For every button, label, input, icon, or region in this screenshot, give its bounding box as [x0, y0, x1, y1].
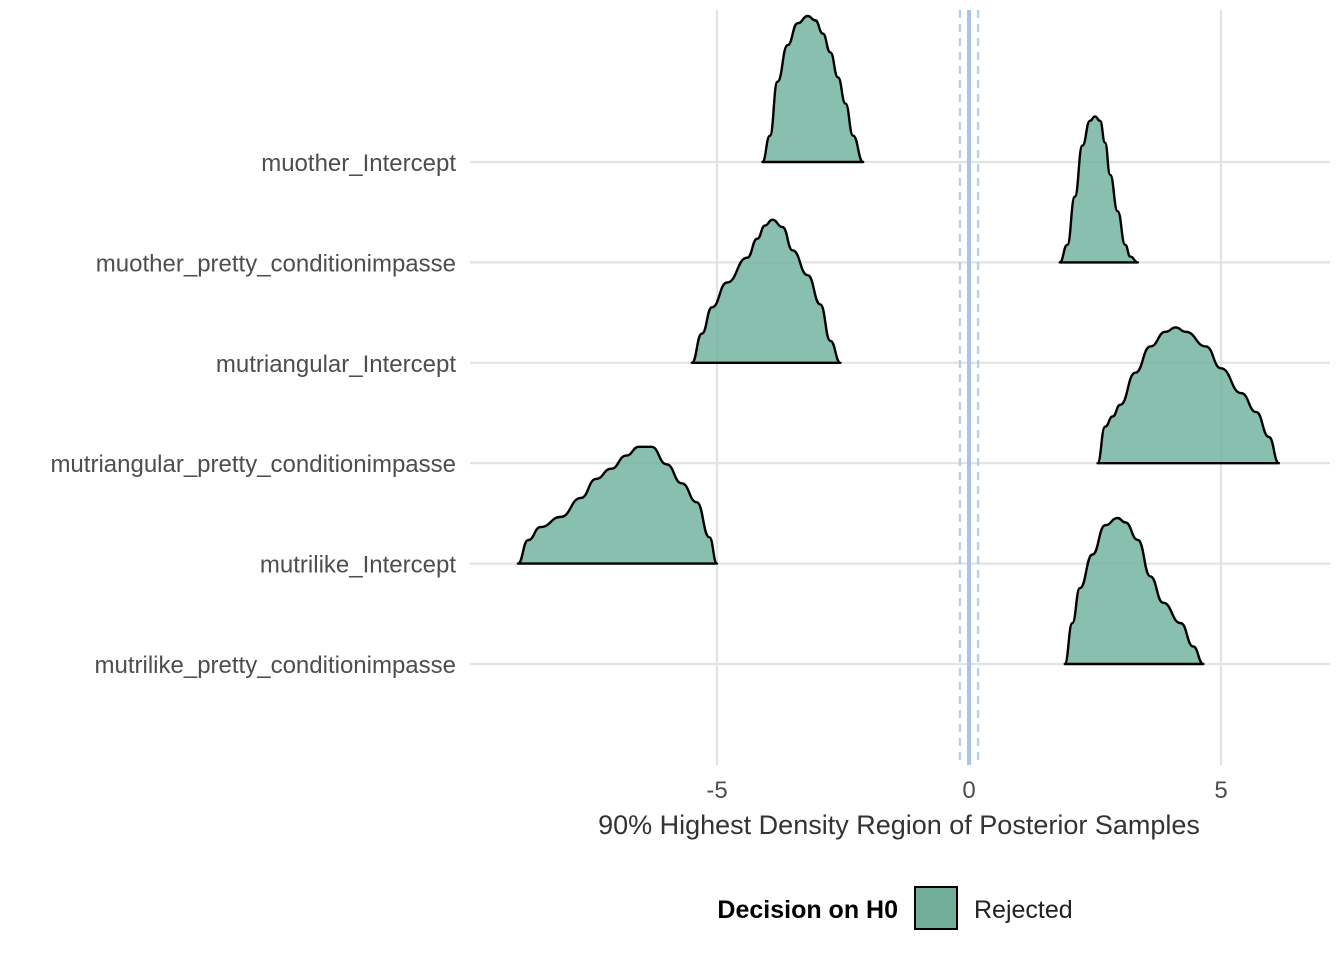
density-ridge-mutrilike_pretty_conditionimpasse	[1063, 516, 1205, 666]
density-ridges	[516, 14, 1281, 666]
y-tick-label-mutrilike_pretty_conditionimpasse: mutrilike_pretty_conditionimpasse	[95, 652, 457, 679]
x-axis-labels: -5 0 5	[706, 777, 1227, 804]
legend-label-rejected: Rejected	[974, 896, 1073, 924]
density-ridge-mutriangular_Intercept	[690, 218, 842, 364]
reference-lines	[958, 10, 980, 765]
density-ridge-mutriangular_pretty_conditionimpasse	[1096, 326, 1281, 465]
y-tick-label-mutriangular_Intercept: mutriangular_Intercept	[216, 351, 456, 378]
density-ridge-muother_pretty_conditionimpasse	[1058, 115, 1140, 264]
legend-title: Decision on H0	[717, 896, 898, 924]
density-ridge-mutrilike_Intercept	[516, 445, 719, 565]
density-ridge-muother_Intercept	[761, 14, 865, 164]
legend: Decision on H0 Rejected	[717, 886, 1073, 930]
y-tick-label-mutriangular_pretty_conditionimpasse: mutriangular_pretty_conditionimpasse	[50, 451, 456, 478]
x-axis-title: 90% Highest Density Region of Posterior …	[598, 810, 1200, 840]
y-axis-labels: muother_Intercept muother_pretty_conditio…	[50, 150, 456, 679]
y-tick-label-muother_pretty_conditionimpasse: muother_pretty_conditionimpasse	[96, 250, 456, 277]
x-tick-label-2: 5	[1214, 777, 1227, 804]
x-tick-label-1: 0	[962, 777, 975, 804]
y-tick-label-muother_Intercept: muother_Intercept	[261, 150, 456, 177]
x-tick-label-0: -5	[706, 777, 727, 804]
y-tick-label-mutrilike_Intercept: mutrilike_Intercept	[260, 552, 456, 579]
legend-swatch-rejected	[914, 886, 958, 930]
